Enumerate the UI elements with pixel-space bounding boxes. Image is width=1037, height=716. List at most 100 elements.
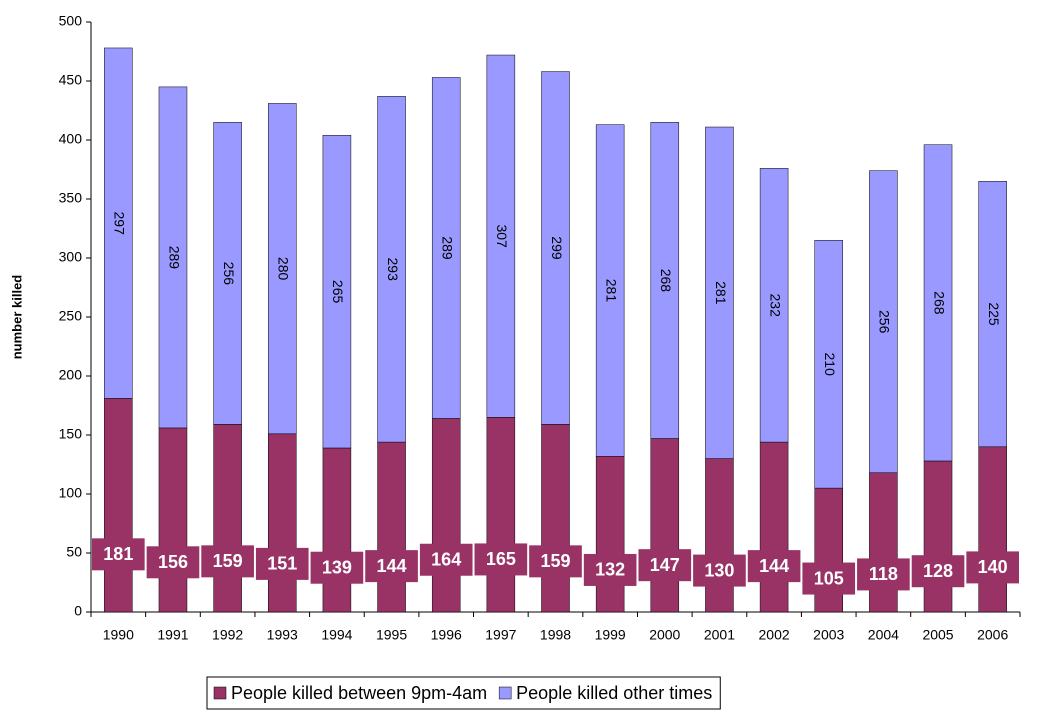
data-label: 118 <box>869 564 898 584</box>
data-label-box <box>911 555 965 588</box>
bar-segment <box>923 460 953 613</box>
y-tick-label: 450 <box>59 72 83 88</box>
bar-segment <box>978 446 1007 613</box>
data-label: 256 <box>221 262 237 286</box>
bar-segment <box>814 240 843 489</box>
bar-segment <box>650 122 680 439</box>
data-label: 156 <box>158 552 188 572</box>
data-label-box <box>583 553 637 586</box>
y-tick-label: 150 <box>59 426 83 442</box>
y-tick-label: 200 <box>59 367 83 383</box>
bar-segment <box>541 71 570 425</box>
data-label: 151 <box>267 554 297 574</box>
data-label: 299 <box>549 236 565 260</box>
legend: People killed between 9pm-4am People kill… <box>206 676 721 710</box>
data-label: 232 <box>767 294 783 318</box>
bar-segment <box>486 417 516 613</box>
x-tick-label: 1991 <box>157 627 188 643</box>
bar-segment <box>759 441 789 613</box>
data-label-box <box>419 543 473 576</box>
legend-frame <box>206 676 721 710</box>
bar-segment <box>104 398 133 613</box>
bar-segment <box>431 418 461 613</box>
data-label: 140 <box>978 557 1008 577</box>
data-label-box <box>146 546 200 579</box>
bar-segment <box>869 472 898 613</box>
bar-segment <box>869 170 898 474</box>
data-label-box <box>802 562 856 595</box>
y-tick-label: 0 <box>74 603 82 619</box>
x-tick-label: 2006 <box>977 627 1008 643</box>
bar-segment <box>431 77 461 419</box>
y-tick-label: 250 <box>59 308 83 324</box>
x-tick-label: 1999 <box>595 627 626 643</box>
x-tick-label: 2005 <box>922 627 953 643</box>
data-label: 144 <box>377 556 407 576</box>
bar-segment <box>213 122 242 425</box>
data-label: 289 <box>440 236 456 260</box>
data-label: 281 <box>713 281 729 305</box>
data-label: 280 <box>276 257 292 281</box>
data-label-box <box>255 547 309 580</box>
data-label: 159 <box>213 551 243 571</box>
data-label: 147 <box>650 555 680 575</box>
data-label-box <box>747 550 801 583</box>
data-label: 293 <box>385 258 401 282</box>
data-label: 268 <box>658 269 674 293</box>
y-tick-label: 50 <box>66 544 82 560</box>
data-label: 307 <box>494 224 510 248</box>
x-tick-label: 2003 <box>813 627 844 643</box>
legend-swatch <box>498 686 512 700</box>
data-label-box <box>92 538 145 571</box>
data-label-box <box>310 551 364 584</box>
bar-segment <box>268 433 297 613</box>
data-label: 165 <box>486 549 516 569</box>
bar-segment <box>377 96 406 443</box>
data-label: 289 <box>166 246 182 270</box>
y-tick-label: 350 <box>59 190 83 206</box>
bar-segment <box>213 424 242 613</box>
bar-segment <box>923 144 953 462</box>
x-tick-label: 1994 <box>321 627 352 643</box>
y-tick-label: 500 <box>59 13 83 29</box>
data-label: 139 <box>322 557 352 577</box>
bar-segment <box>595 455 625 613</box>
data-label-box <box>638 549 692 582</box>
bar-segment <box>486 54 516 418</box>
data-label: 297 <box>112 212 128 236</box>
x-tick-label: 2001 <box>704 627 735 643</box>
bar-segment <box>158 86 188 429</box>
bar-segment <box>705 126 734 459</box>
data-label-box <box>201 545 254 578</box>
data-label: 144 <box>759 556 789 576</box>
bar-segment <box>268 103 297 435</box>
data-label: 281 <box>603 279 619 303</box>
bar-segment <box>104 47 133 399</box>
data-label: 130 <box>704 560 734 580</box>
x-tick-label: 2002 <box>759 627 790 643</box>
y-axis-label: number killed <box>9 275 24 360</box>
bar-segment <box>541 424 570 613</box>
data-label-box <box>474 543 528 576</box>
x-tick-label: 1997 <box>485 627 516 643</box>
x-tick-label: 1992 <box>212 627 243 643</box>
data-label-box <box>966 551 1019 584</box>
bar-segment <box>322 135 352 449</box>
data-label: 210 <box>822 353 838 377</box>
legend-label: People killed other times <box>516 683 712 703</box>
x-tick-label: 1993 <box>267 627 298 643</box>
legend-swatch <box>213 686 227 700</box>
x-tick-label: 1998 <box>540 627 571 643</box>
bar-segment <box>322 447 352 613</box>
x-tick-label: 1996 <box>431 627 462 643</box>
x-tick-label: 1990 <box>103 627 134 643</box>
data-label-box <box>693 554 746 587</box>
y-tick-label: 300 <box>59 249 83 265</box>
legend-label: People killed between 9pm-4am <box>231 683 487 703</box>
data-label: 181 <box>103 544 133 564</box>
data-label: 265 <box>330 280 346 304</box>
data-label: 225 <box>986 302 1002 326</box>
data-label: 128 <box>923 561 953 581</box>
data-label: 268 <box>931 291 947 315</box>
